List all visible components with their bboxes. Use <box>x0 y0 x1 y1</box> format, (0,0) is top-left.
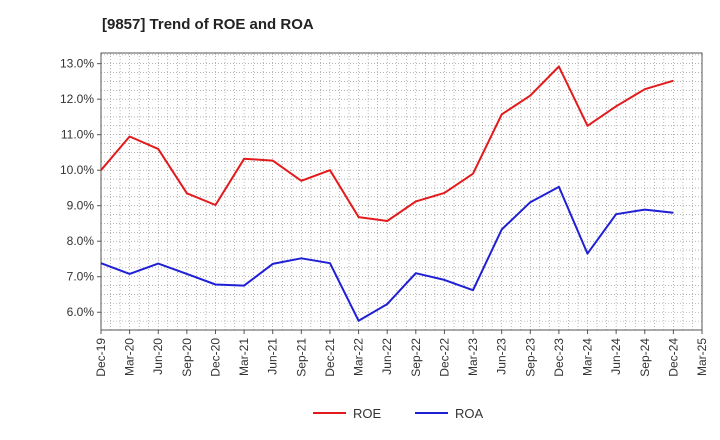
x-tick-label: Jun-23 <box>495 338 509 375</box>
x-tick-label: Jun-22 <box>380 338 394 375</box>
x-tick-label: Dec-24 <box>666 338 680 377</box>
x-tick-label: Sep-24 <box>638 338 652 377</box>
x-tick-label: Mar-21 <box>237 338 251 376</box>
x-tick-label: Sep-20 <box>180 338 194 377</box>
x-tick-label: Mar-23 <box>466 338 480 376</box>
y-tick-label: 8.0% <box>67 234 95 248</box>
x-tick-label: Jun-21 <box>266 338 280 375</box>
x-axis-ticks: Dec-19 Mar-20 Jun-20 Sep-20 Dec-20 Mar-21 Jun-… <box>94 330 709 377</box>
y-tick-label: 12.0% <box>60 92 94 106</box>
y-tick-label: 11.0% <box>61 128 94 142</box>
y-axis-ticks: 6.0% 7.0% 8.0% 9.0% 10.0% 11.0% 12.0% 13.0% <box>60 57 101 319</box>
x-tick-label: Mar-20 <box>123 338 137 376</box>
x-tick-label: Dec-23 <box>552 338 566 377</box>
x-tick-label: Mar-22 <box>352 338 366 376</box>
series-line-roa <box>100 185 674 322</box>
x-tick-label: Mar-25 <box>695 338 709 376</box>
x-tick-label: Dec-21 <box>323 338 337 377</box>
series-line-roe <box>100 65 674 222</box>
x-tick-label: Mar-24 <box>581 338 595 376</box>
legend-label-roe: ROE <box>353 406 382 421</box>
y-tick-label: 6.0% <box>67 305 95 319</box>
legend: ROE ROA <box>313 406 484 421</box>
chart-title: [9857] Trend of ROE and ROA <box>102 16 314 33</box>
series-lines <box>100 65 674 322</box>
y-tick-label: 9.0% <box>67 199 95 213</box>
y-tick-label: 7.0% <box>67 270 95 284</box>
y-tick-label: 13.0% <box>60 57 94 71</box>
plot-frame <box>100 52 703 331</box>
x-tick-label: Sep-21 <box>294 338 308 377</box>
x-tick-label: Sep-23 <box>523 338 537 377</box>
x-tick-label: Sep-22 <box>409 338 423 377</box>
x-tick-label: Dec-22 <box>437 338 451 377</box>
x-tick-label: Jun-24 <box>609 338 623 375</box>
x-tick-label: Jun-20 <box>151 338 165 375</box>
legend-label-roa: ROA <box>455 406 484 421</box>
y-tick-label: 10.0% <box>60 163 94 177</box>
x-tick-label: Dec-20 <box>208 338 222 377</box>
x-tick-label: Dec-19 <box>94 338 108 377</box>
